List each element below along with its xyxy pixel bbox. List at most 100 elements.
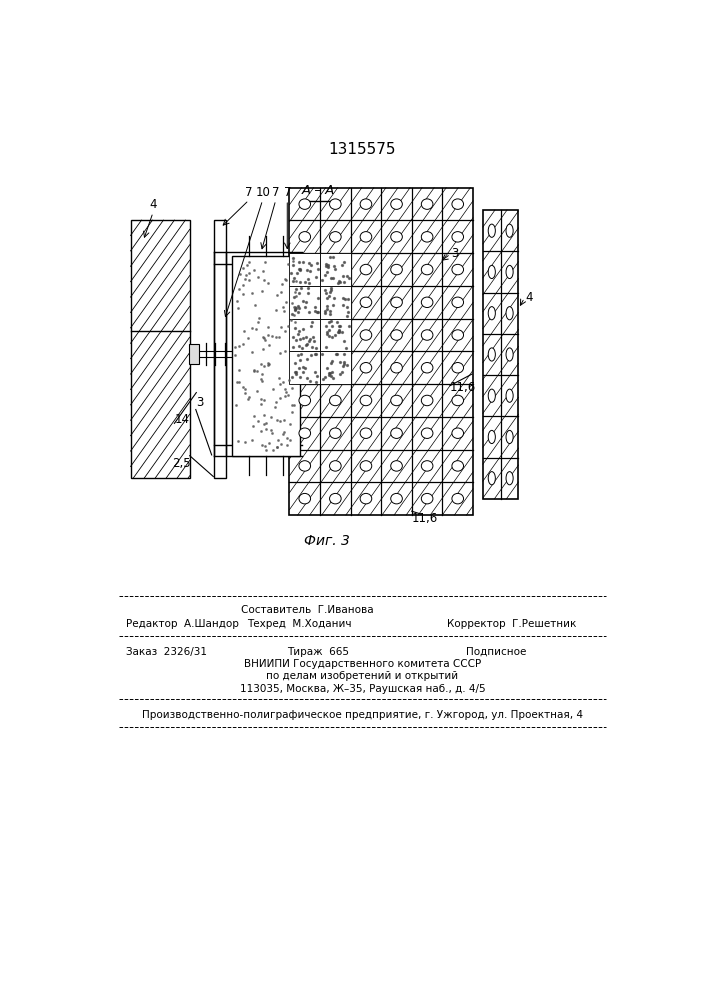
- Point: [320, 318, 332, 334]
- Ellipse shape: [391, 264, 402, 275]
- Point: [334, 318, 345, 334]
- Point: [274, 390, 286, 406]
- Ellipse shape: [360, 493, 372, 504]
- Point: [320, 339, 332, 355]
- Point: [281, 437, 293, 453]
- Point: [341, 308, 352, 324]
- Ellipse shape: [391, 493, 402, 504]
- Point: [339, 346, 350, 362]
- Point: [289, 320, 300, 336]
- Point: [262, 355, 273, 371]
- Point: [283, 372, 294, 388]
- Point: [238, 260, 249, 276]
- Point: [289, 301, 300, 317]
- Ellipse shape: [452, 297, 464, 308]
- Text: 1: 1: [286, 376, 293, 389]
- Point: [274, 370, 285, 386]
- Point: [247, 344, 258, 360]
- Point: [258, 330, 269, 346]
- Ellipse shape: [391, 199, 402, 209]
- Point: [293, 323, 305, 339]
- Point: [322, 298, 333, 314]
- Text: 1315575: 1315575: [329, 142, 396, 157]
- Point: [259, 438, 270, 454]
- Point: [290, 281, 301, 297]
- Point: [312, 304, 323, 320]
- Ellipse shape: [489, 348, 496, 361]
- Point: [278, 412, 289, 428]
- Point: [249, 363, 260, 379]
- Ellipse shape: [421, 493, 433, 504]
- Text: 3: 3: [196, 396, 203, 409]
- Point: [300, 337, 312, 353]
- Point: [296, 280, 307, 296]
- Point: [291, 273, 302, 289]
- Point: [264, 356, 275, 372]
- Point: [327, 364, 338, 380]
- Point: [294, 360, 305, 376]
- Point: [301, 262, 312, 278]
- Point: [323, 328, 334, 344]
- Point: [311, 368, 322, 384]
- Ellipse shape: [360, 330, 372, 340]
- Point: [243, 272, 255, 288]
- Ellipse shape: [391, 232, 402, 242]
- Point: [292, 326, 303, 342]
- Point: [286, 295, 298, 311]
- Point: [302, 280, 313, 296]
- Point: [305, 347, 317, 363]
- Point: [328, 290, 339, 306]
- Ellipse shape: [391, 363, 402, 373]
- Point: [293, 347, 304, 363]
- Ellipse shape: [421, 297, 433, 308]
- Point: [294, 352, 305, 368]
- Point: [259, 254, 271, 270]
- Point: [290, 314, 301, 330]
- Point: [327, 249, 339, 265]
- Ellipse shape: [452, 264, 464, 275]
- Point: [281, 384, 292, 400]
- Point: [319, 305, 330, 321]
- Point: [277, 299, 288, 315]
- Point: [230, 339, 241, 355]
- Point: [252, 314, 264, 330]
- Point: [303, 304, 315, 320]
- Point: [246, 432, 257, 448]
- Point: [258, 407, 269, 423]
- Point: [332, 324, 343, 340]
- Point: [294, 331, 305, 347]
- Bar: [289, 286, 320, 319]
- Point: [294, 261, 305, 277]
- Point: [297, 364, 308, 380]
- Point: [252, 413, 264, 429]
- Point: [277, 374, 288, 390]
- Point: [329, 261, 341, 277]
- Point: [235, 266, 246, 282]
- Point: [288, 397, 300, 413]
- Point: [341, 268, 353, 284]
- Point: [323, 367, 334, 383]
- Ellipse shape: [391, 428, 402, 438]
- Point: [261, 442, 272, 458]
- Point: [243, 254, 255, 270]
- Point: [262, 357, 274, 373]
- Ellipse shape: [421, 330, 433, 340]
- Ellipse shape: [421, 461, 433, 471]
- Point: [341, 340, 352, 356]
- Point: [233, 374, 245, 390]
- Point: [337, 358, 349, 374]
- Point: [289, 284, 300, 300]
- Point: [297, 330, 308, 346]
- Point: [282, 430, 293, 446]
- Ellipse shape: [299, 461, 310, 471]
- Point: [244, 389, 255, 405]
- Point: [291, 332, 302, 348]
- Text: 4: 4: [525, 291, 532, 304]
- Point: [317, 346, 328, 362]
- Point: [325, 284, 336, 300]
- Point: [325, 306, 336, 322]
- Point: [271, 329, 282, 345]
- Ellipse shape: [489, 389, 496, 402]
- Point: [289, 299, 300, 315]
- Point: [327, 329, 338, 345]
